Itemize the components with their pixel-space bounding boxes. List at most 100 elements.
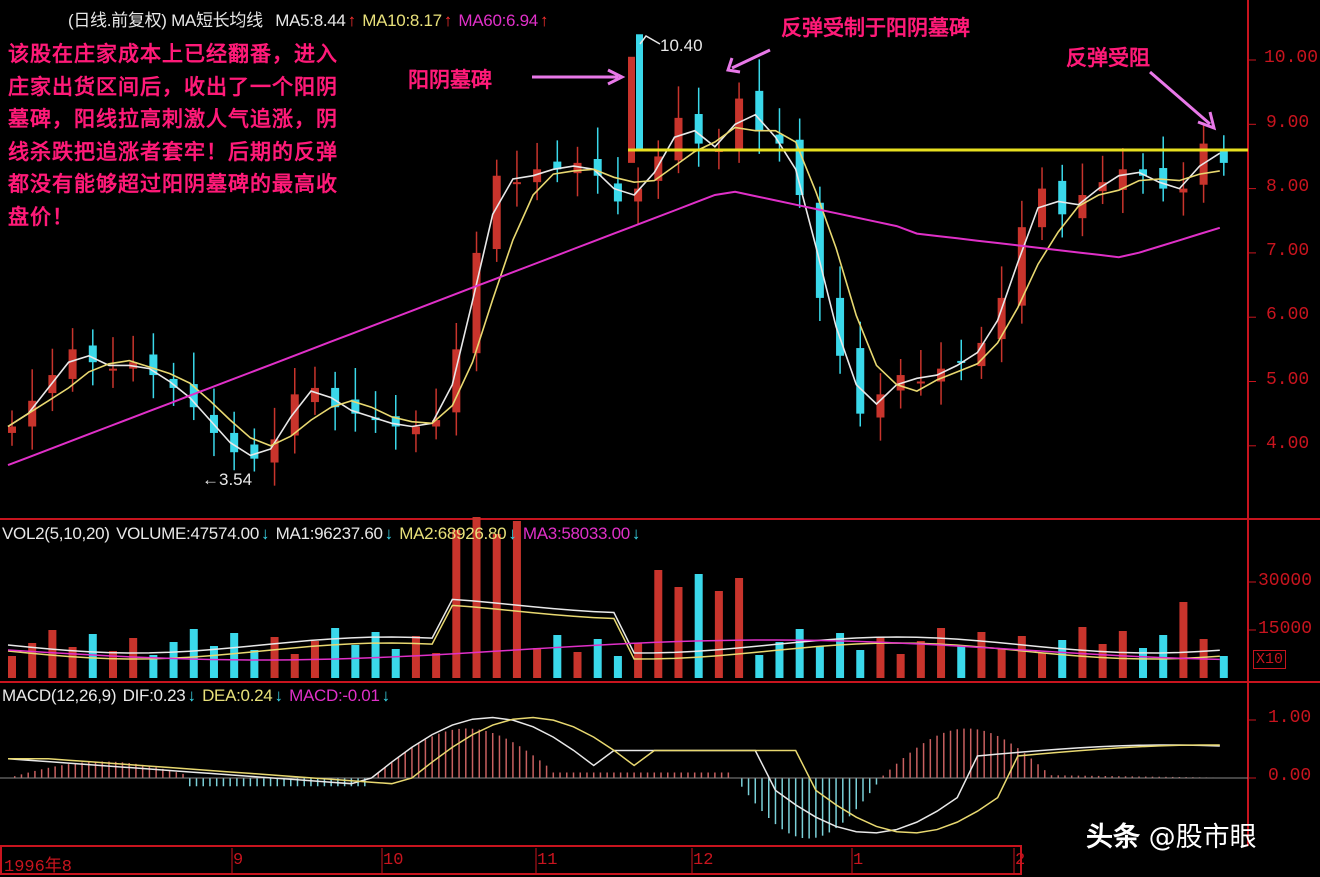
price-low-label: ←3.54 [202, 470, 253, 489]
candle-body [836, 297, 845, 356]
candle-body [230, 432, 239, 453]
volume-bar [290, 654, 299, 678]
date-tick: 2 [1015, 851, 1026, 870]
volume-bar [1179, 602, 1188, 678]
arrow-up-icon: ↑ [347, 11, 357, 30]
candle-body [634, 188, 643, 202]
candle-body [28, 400, 37, 427]
volume-bar [613, 656, 622, 678]
arrow-head [607, 68, 626, 86]
date-tick: 12 [693, 851, 714, 870]
candle-body [1038, 188, 1047, 228]
arrow-down-left-icon [731, 48, 771, 70]
candle-body [613, 183, 622, 202]
volume-bar [169, 642, 178, 678]
candle-body [694, 114, 703, 144]
vol-y-tick: 15000 [1258, 619, 1313, 639]
volume-bar [1159, 635, 1168, 678]
candle-body [492, 175, 501, 250]
arrow-down-icon: ↓ [261, 524, 270, 543]
volume-bar [1139, 648, 1148, 678]
volume-bar [937, 628, 946, 678]
candle-body [411, 426, 420, 435]
tombstone-up-candle [628, 56, 635, 163]
tombstone-down-candle [636, 34, 643, 151]
arrow-down-icon: ↓ [508, 524, 517, 543]
volume-bar [815, 646, 824, 678]
volume-bar [492, 534, 501, 678]
candle-body [876, 394, 885, 418]
macd-panel-header: MACD(12,26,9) DIF:0.23 ↓ DEA:0.24 ↓ MACD:-… [2, 686, 392, 706]
candle-body [68, 349, 77, 379]
arrow-down-right-icon [1149, 70, 1211, 126]
watermark-brand: 头条 [1086, 822, 1140, 853]
vol-ma2-line [7, 604, 1220, 660]
y-tick: 4.00 [1266, 434, 1310, 454]
candle-body [553, 161, 562, 170]
candle-body [1017, 227, 1026, 306]
candle-body [452, 349, 461, 413]
leader-line [639, 35, 661, 45]
arrow-head [1197, 111, 1217, 131]
candle-body [573, 162, 582, 174]
candle-body [937, 368, 946, 382]
y-tick: 10.00 [1264, 48, 1319, 68]
macd-y-tick: 0.00 [1268, 766, 1312, 786]
volume-bar [694, 574, 703, 678]
volume-bar [634, 643, 643, 678]
volume-bar [573, 652, 582, 678]
ma60-value: MA60:6.94 [458, 11, 538, 30]
y-tick: 9.00 [1266, 113, 1310, 133]
volume-bar [1078, 627, 1087, 678]
candle-body [331, 387, 340, 408]
ma10-value: MA10:8.17 [362, 11, 442, 30]
volume-value: VOLUME:47574.00 [116, 524, 259, 543]
volume-bar [916, 641, 925, 678]
volume-bar [108, 651, 117, 678]
volume-panel-header: VOL2(5,10,20) VOLUME:47574.00 ↓ MA1:96237… [2, 524, 642, 544]
arrow-down-icon: ↓ [631, 524, 641, 543]
volume-bar [189, 629, 198, 678]
callout-tombstone: 阳阴墓碑 [408, 68, 492, 92]
candle-body [1159, 168, 1168, 189]
candle-body [310, 387, 319, 403]
volume-bar [735, 578, 744, 678]
candle-body [977, 342, 986, 367]
candle-body [8, 426, 16, 433]
volume-bar [331, 628, 340, 678]
arrow-up-icon: ↑ [539, 11, 549, 30]
volume-bar [1038, 653, 1047, 678]
candle-body [856, 348, 865, 414]
candle-body [997, 297, 1006, 340]
callout-rebound-blocked: 反弹受阻 [1066, 46, 1150, 70]
callout-rebound-limited: 反弹受制于阳阴墓碑 [781, 16, 970, 40]
price-high-label: 10.40 [660, 36, 703, 55]
volume-bar [1058, 640, 1067, 678]
volume-bar [270, 637, 279, 678]
candle-body [1139, 169, 1148, 176]
chart-title: (日线.前复权) MA短长均线 [68, 11, 263, 30]
candle-body [472, 252, 481, 354]
volume-bar [876, 637, 885, 678]
candle-body [1058, 180, 1067, 215]
volume-bar [351, 645, 360, 678]
candle-body [270, 439, 279, 463]
candle-body [250, 444, 259, 459]
main-panel-header: (日线.前复权) MA短长均线 MA5:8.44 ↑ MA10:8.17 ↑ MA6… [68, 6, 550, 31]
ma5-value: MA5:8.44 [275, 11, 346, 30]
volume-bar [997, 649, 1006, 678]
candle-body [290, 394, 299, 436]
candle-body [795, 139, 804, 196]
macd-indicator-name: MACD(12,26,9) [2, 686, 117, 705]
volume-bar [856, 650, 865, 678]
volume-bar [472, 517, 481, 678]
volume-bar [230, 633, 239, 678]
candle-body [512, 182, 521, 185]
date-tick: 9 [233, 851, 244, 870]
ma10-line [7, 126, 1220, 447]
volume-bar [775, 642, 784, 678]
vol-y-tick: 30000 [1258, 571, 1313, 591]
volume-bar [512, 521, 521, 678]
